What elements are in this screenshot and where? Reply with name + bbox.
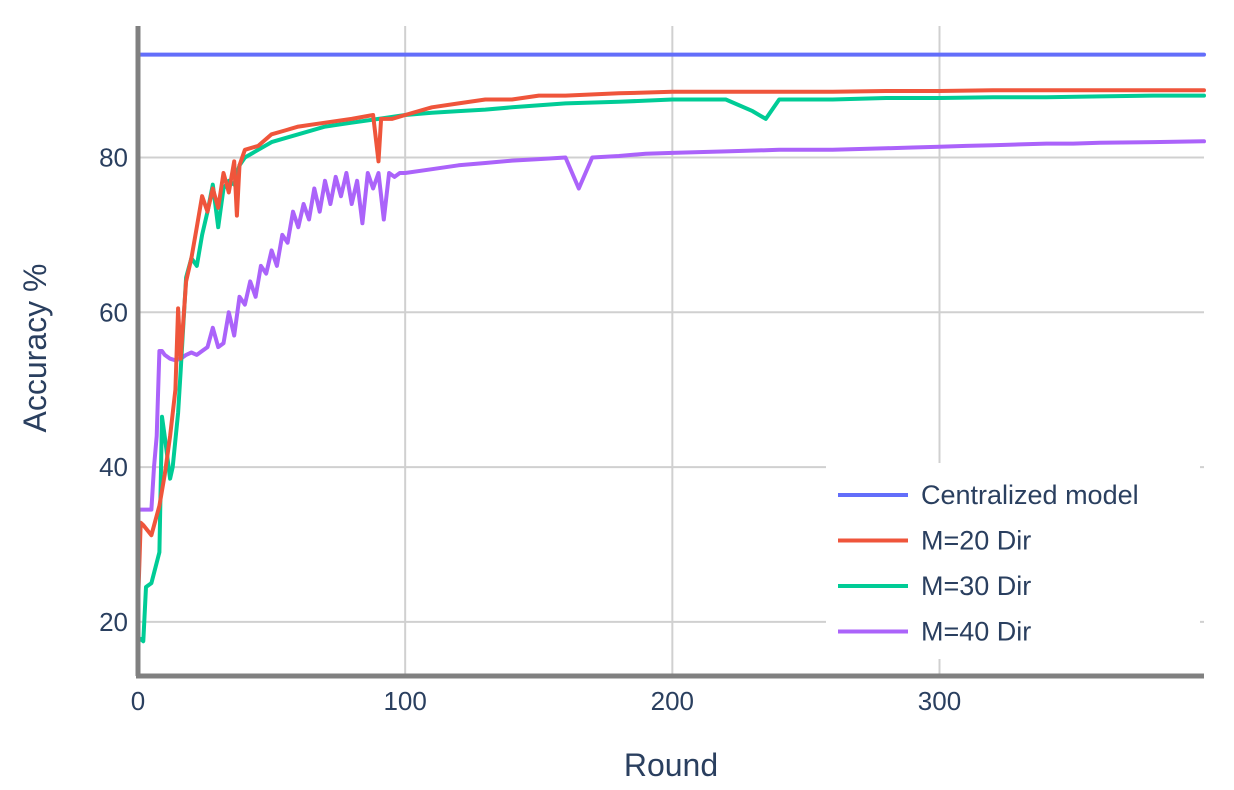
legend-label: Centralized model xyxy=(921,480,1139,510)
legend: Centralized model M=20 Dir M=30 Dir M=40 Di… xyxy=(826,463,1200,659)
x-tick-label: 300 xyxy=(918,686,961,716)
y-tick-label: 20 xyxy=(99,607,128,637)
y-tick-label: 60 xyxy=(99,297,128,327)
y-tick-label: 40 xyxy=(99,452,128,482)
x-tick-labels: 0 100 200 300 xyxy=(131,686,961,716)
gridlines xyxy=(137,26,1204,676)
x-tick-label: 200 xyxy=(651,686,694,716)
series-line-m-40-dir xyxy=(136,139,1206,512)
legend-label: M=40 Dir xyxy=(921,617,1031,647)
series-line-m-30-dir xyxy=(136,93,1206,644)
x-axis-title: Round xyxy=(624,747,718,783)
y-axis-title: Accuracy % xyxy=(17,264,53,433)
legend-label: M=30 Dir xyxy=(921,571,1031,601)
y-tick-labels: 20 40 60 80 xyxy=(99,143,128,637)
series-line-m-20-dir xyxy=(136,88,1206,609)
y-tick-label: 80 xyxy=(99,143,128,173)
axes xyxy=(135,26,1204,679)
series-layer xyxy=(136,52,1206,644)
x-tick-label: 100 xyxy=(383,686,426,716)
x-tick-label: 0 xyxy=(131,686,145,716)
legend-label: M=20 Dir xyxy=(921,526,1031,556)
